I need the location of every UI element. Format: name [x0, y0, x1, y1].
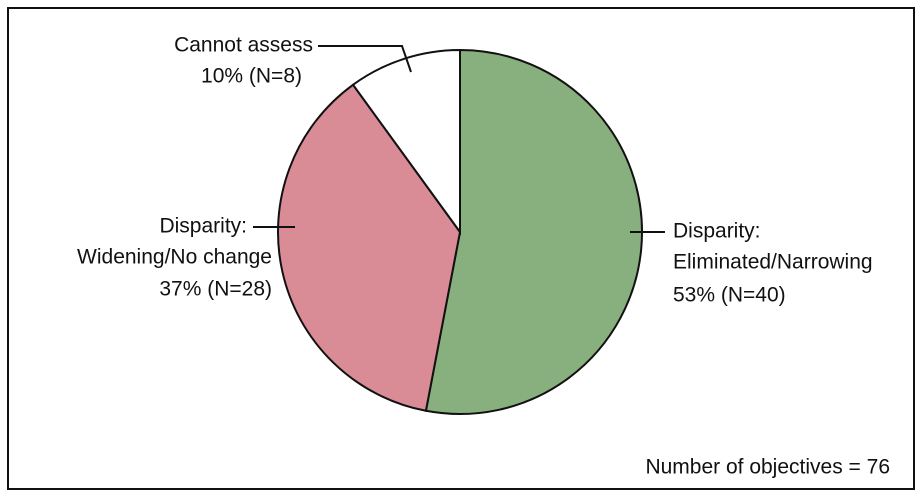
pie-slice	[424, 48, 643, 415]
slice-label: Widening/No change	[77, 246, 272, 269]
slice-label: Cannot assess	[174, 34, 313, 57]
slice-label: Disparity:	[159, 215, 247, 238]
pie-slice	[351, 48, 461, 236]
slice-label: Disparity:	[673, 220, 761, 243]
annotation: Number of objectives = 76	[645, 456, 890, 479]
value-label: 37% (N=28)	[159, 278, 272, 301]
pie-slice	[277, 83, 462, 412]
value-label: 53% (N=40)	[673, 284, 786, 307]
value-label: 10% (N=8)	[201, 65, 302, 88]
slice-label: Eliminated/Narrowing	[673, 251, 873, 274]
leader-line	[318, 45, 412, 73]
